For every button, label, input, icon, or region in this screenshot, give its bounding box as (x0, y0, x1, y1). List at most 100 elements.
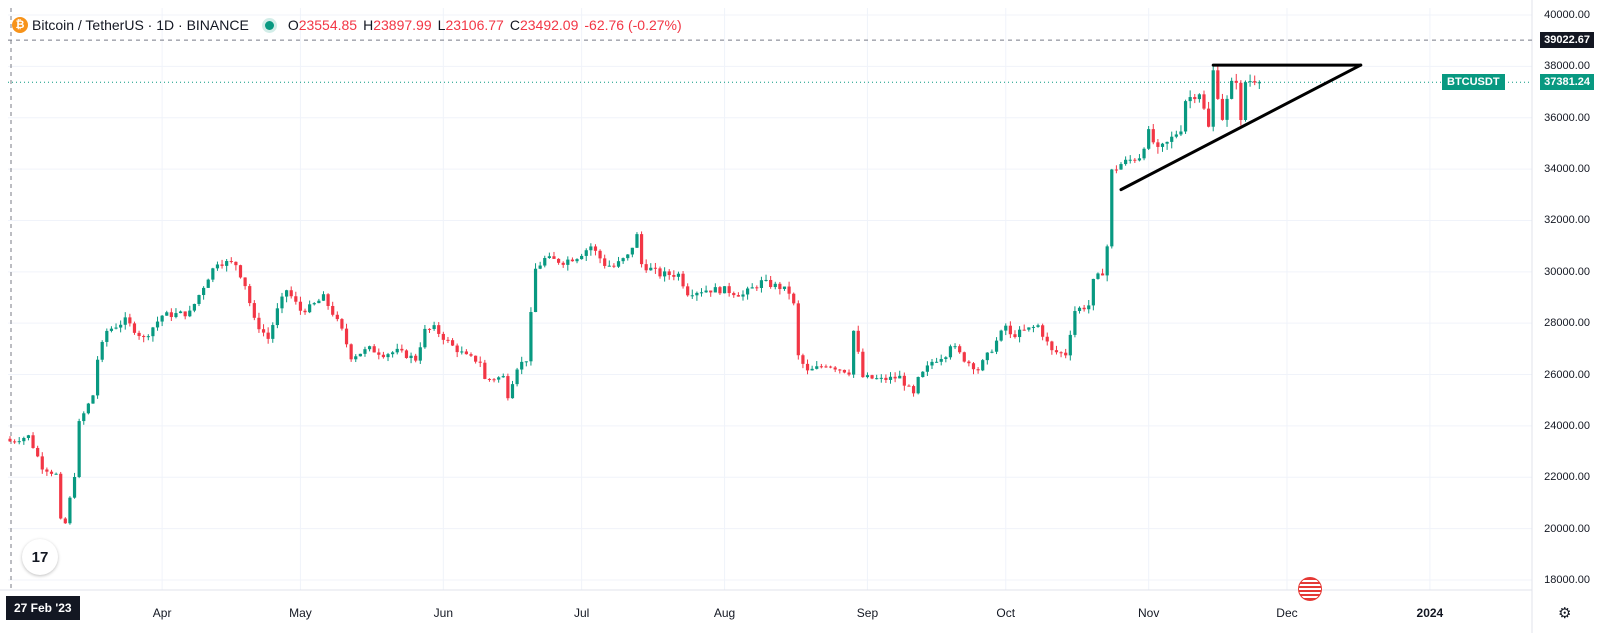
candle-body (1041, 325, 1045, 337)
candle-body (773, 283, 777, 288)
candle-body (289, 290, 293, 297)
support-trendline (1119, 63, 1363, 192)
candle-body (1059, 352, 1063, 354)
candle-body (1216, 70, 1220, 99)
candle-body (769, 279, 773, 288)
time-tick-label: Aug (713, 606, 736, 620)
price-axis[interactable]: 40000.00 38000.00 36000.00 34000.00 32000.00… (1532, 0, 1600, 633)
candle-body (455, 345, 459, 353)
candle-body (593, 246, 598, 251)
time-tick-label: Jun (433, 606, 454, 620)
candle-body (639, 234, 644, 265)
tradingview-logo-icon[interactable]: 17 (22, 539, 58, 575)
candle-body (990, 351, 994, 353)
low-value: 23106.77 (445, 17, 504, 33)
candle-body (1073, 311, 1077, 335)
candle-body (971, 363, 976, 370)
candle-body (100, 341, 104, 360)
candle-body (1179, 131, 1183, 135)
candle-body (72, 476, 77, 498)
candle-body (935, 361, 939, 363)
candle-body (220, 264, 224, 266)
candle-body (1087, 305, 1091, 310)
candle-body (838, 369, 842, 371)
candle-body (391, 352, 395, 355)
candle-body (160, 315, 164, 322)
candle-body (916, 377, 920, 394)
bitcoin-icon: ₿ (12, 17, 28, 33)
candle-body (446, 339, 450, 341)
candle-body (506, 376, 510, 399)
candle-body (372, 346, 376, 353)
candle-body (45, 469, 49, 472)
candle-body (386, 354, 390, 358)
time-tick-label: Dec (1276, 606, 1298, 620)
candle-body (792, 293, 796, 304)
candle-body (501, 376, 505, 378)
candle-body (1156, 142, 1160, 147)
candle-body (1160, 143, 1165, 147)
candle-body (1257, 82, 1261, 84)
candle-body (82, 413, 86, 422)
candle-body (478, 361, 482, 363)
candle-body (630, 247, 634, 255)
candle-body (653, 267, 657, 269)
candle-body (40, 456, 44, 470)
candle-body (36, 447, 40, 457)
candle-body (709, 290, 713, 293)
candle-body (1004, 325, 1008, 331)
candle-body (400, 348, 404, 351)
candle-body (607, 265, 611, 267)
candle-body (1110, 169, 1114, 247)
us-flag-icon[interactable] (1298, 577, 1322, 601)
candle-body (580, 255, 584, 260)
candle-body (870, 375, 874, 379)
candle-body (746, 288, 750, 295)
candle-body (331, 305, 335, 315)
candle-body (1188, 97, 1192, 102)
candle-body (815, 366, 819, 369)
candle-body (8, 438, 12, 442)
candle-body (483, 362, 487, 379)
price-tick-label: 30000.00 (1544, 265, 1590, 278)
candle-body (1147, 129, 1151, 149)
candle-body (183, 311, 187, 317)
candle-body (367, 346, 372, 350)
symbol-title[interactable]: Bitcoin / TetherUS · 1D · BINANCE (32, 17, 249, 33)
candle-body (612, 265, 616, 267)
candle-body (1017, 329, 1022, 338)
chart-legend: ₿ Bitcoin / TetherUS · 1D · BINANCE O 235… (12, 14, 688, 36)
time-tick-label: May (289, 606, 312, 620)
candle-body (404, 350, 409, 359)
gear-icon[interactable]: ⚙ (1558, 605, 1572, 622)
price-tick-label: 24000.00 (1544, 419, 1590, 432)
time-tick-label: Apr (152, 606, 172, 620)
candle-body (543, 257, 547, 266)
candle-body (91, 395, 95, 404)
candle-body (782, 286, 787, 290)
candle-body (317, 300, 321, 304)
candle-body (750, 287, 754, 289)
candle-body (533, 268, 538, 313)
candle-body (326, 294, 330, 306)
candle-body (985, 352, 989, 361)
candle-body (1050, 341, 1054, 351)
candle-body (469, 354, 473, 356)
candle-body (635, 234, 639, 248)
candle-body (686, 286, 690, 296)
candle-body (119, 324, 123, 328)
candle-body (432, 325, 436, 330)
candle-body (621, 258, 625, 262)
candle-body (547, 256, 551, 258)
candle-body (1114, 169, 1118, 171)
candle-body (95, 359, 100, 396)
candle-body (1031, 326, 1036, 328)
candle-body (68, 497, 72, 524)
candle-body (151, 327, 155, 337)
candle-body (718, 287, 722, 294)
candle-body (1248, 81, 1252, 83)
candle-body (1170, 136, 1174, 142)
candle-body (238, 265, 243, 278)
candle-body (727, 286, 731, 294)
